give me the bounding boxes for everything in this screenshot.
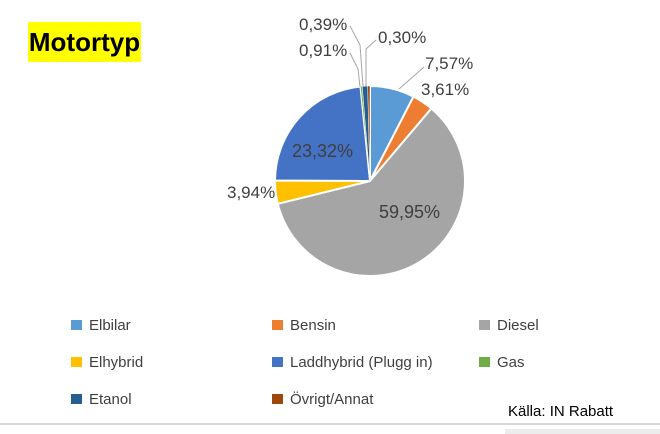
data-label-bensin: 3,61% [421,80,470,99]
data-label-diesel: 59,95% [379,202,441,222]
pie-slice-diesel [276,107,466,278]
data-label-gas: 0,30% [378,28,427,47]
legend-item-vrigt-annat: Övrigt/Annat [272,390,479,408]
bottom-right-edge [505,429,660,434]
legend: Elbilar Bensin Diesel Elhybrid Laddhybrid (P… [71,316,631,408]
data-label-ovrigt-annat: 0,39% [299,15,348,34]
legend-swatch-diesel [479,320,490,330]
leader-line-ovrigt-annat [349,25,364,87]
legend-item-etanol: Etanol [71,390,272,408]
pie-slice-vrigt-annat [367,85,371,182]
chart-title: Motortyp [28,22,141,62]
leader-line-etanol [349,52,361,88]
bottom-divider [0,423,660,425]
legend-swatch-etanol [71,394,82,404]
leader-lines-group [349,25,425,90]
legend-label-elhybrid: Elhybrid [89,353,144,371]
pie-slice-laddhybrid-plugg-in [274,85,371,182]
legend-swatch-bensin [272,320,283,330]
legend-label-diesel: Diesel [497,316,539,334]
legend-item-laddhybrid-plugg-in: Laddhybrid (Plugg in) [272,353,479,371]
legend-swatch-gas [479,357,490,367]
data-label-elbilar: 7,57% [425,54,474,73]
legend-item-elbilar: Elbilar [71,316,272,334]
legend-label-gas: Gas [497,353,525,371]
legend-swatch-elbilar [71,320,82,330]
legend-swatch-elhybrid [71,357,82,367]
legend-item-bensin: Bensin [272,316,479,334]
data-label-elhybrid: 3,94% [227,183,276,202]
legend-label-bensin: Bensin [290,316,336,334]
legend-swatch-laddhybrid-plugg-in [272,357,283,367]
legend-label-vrigt-annat: Övrigt/Annat [290,390,374,408]
legend-label-etanol: Etanol [89,390,132,408]
pie-slices-group [273,85,466,278]
legend-label-elbilar: Elbilar [89,316,131,334]
chart-title-text: Motortyp [28,26,141,57]
leader-line-elbilar [398,66,425,90]
legend-item-gas: Gas [479,353,649,371]
source-caption: Källa: IN Rabatt [508,403,614,420]
data-label-etanol: 0,91% [299,41,348,60]
legend-swatch-vrigt-annat [272,394,283,404]
leader-line-gas [365,39,377,86]
legend-item-elhybrid: Elhybrid [71,353,272,371]
data-label-laddhybrid: 23,32% [292,141,354,161]
legend-label-laddhybrid-plugg-in: Laddhybrid (Plugg in) [290,353,433,371]
legend-item-diesel: Diesel [479,316,649,334]
